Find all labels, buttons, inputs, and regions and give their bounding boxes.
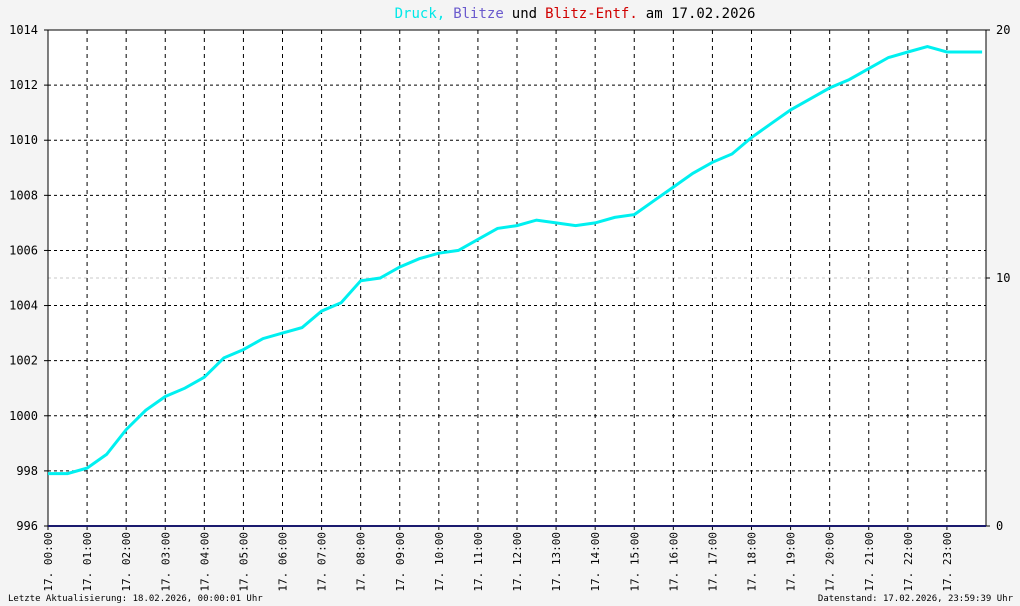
x-tick-label: 17. 05:00 [237, 532, 250, 592]
title-part: Druck, [395, 6, 446, 22]
y-tick-label: 1006 [9, 243, 38, 257]
x-tick-label: 17. 00:00 [42, 532, 55, 592]
x-tick-label: 17. 13:00 [550, 532, 563, 592]
x-tick-label: 17. 18:00 [746, 532, 759, 592]
footer-right: Datenstand: 17.02.2026, 23:59:39 Uhr [818, 594, 1014, 604]
x-tick-label: 17. 15:00 [628, 532, 641, 592]
title-part: Blitz-Entf. [545, 6, 638, 22]
x-tick-label: 17. 06:00 [277, 532, 290, 592]
x-tick-label: 17. 03:00 [159, 532, 172, 592]
x-tick-label: 17. 07:00 [316, 532, 329, 592]
x-tick-label: 17. 21:00 [863, 532, 876, 592]
x-tick-label: 17. 22:00 [902, 532, 915, 592]
y2-tick-label: 10 [996, 271, 1010, 285]
x-tick-label: 17. 11:00 [472, 532, 485, 592]
x-tick-label: 17. 10:00 [433, 532, 446, 592]
y-tick-label: 1000 [9, 409, 38, 423]
title-part: am 17.02.2026 [646, 6, 756, 22]
x-tick-label: 17. 23:00 [941, 532, 954, 592]
x-tick-label: 17. 16:00 [667, 532, 680, 592]
x-tick-label: 17. 09:00 [394, 532, 407, 592]
y-tick-label: 1004 [9, 299, 38, 313]
y-tick-label: 1010 [9, 133, 38, 147]
x-tick-label: 17. 19:00 [785, 532, 798, 592]
y2-tick-label: 0 [996, 519, 1003, 533]
x-tick-label: 17. 20:00 [824, 532, 837, 592]
footer-left: Letzte Aktualisierung: 18.02.2026, 00:00… [8, 594, 263, 604]
y-tick-label: 996 [16, 519, 38, 533]
x-tick-label: 17. 04:00 [198, 532, 211, 592]
x-tick-label: 17. 02:00 [120, 532, 133, 592]
y-tick-label: 998 [16, 464, 38, 478]
y-tick-label: 1002 [9, 354, 38, 368]
title-part: und [512, 6, 537, 22]
x-tick-label: 17. 17:00 [706, 532, 719, 592]
title-part: Blitze [453, 6, 504, 22]
x-tick-label: 17. 14:00 [589, 532, 602, 592]
y-tick-label: 1008 [9, 188, 38, 202]
chart-title: Druck, Blitze und Blitz-Entf. am 17.02.2026 [395, 6, 756, 22]
x-tick-label: 17. 01:00 [81, 532, 94, 592]
x-tick-label: 17. 12:00 [511, 532, 524, 592]
y-tick-label: 1012 [9, 78, 38, 92]
series-line [48, 44, 983, 476]
x-tick-label: 17. 08:00 [355, 532, 368, 592]
y2-tick-label: 20 [996, 23, 1010, 37]
y-tick-label: 1014 [9, 23, 38, 37]
